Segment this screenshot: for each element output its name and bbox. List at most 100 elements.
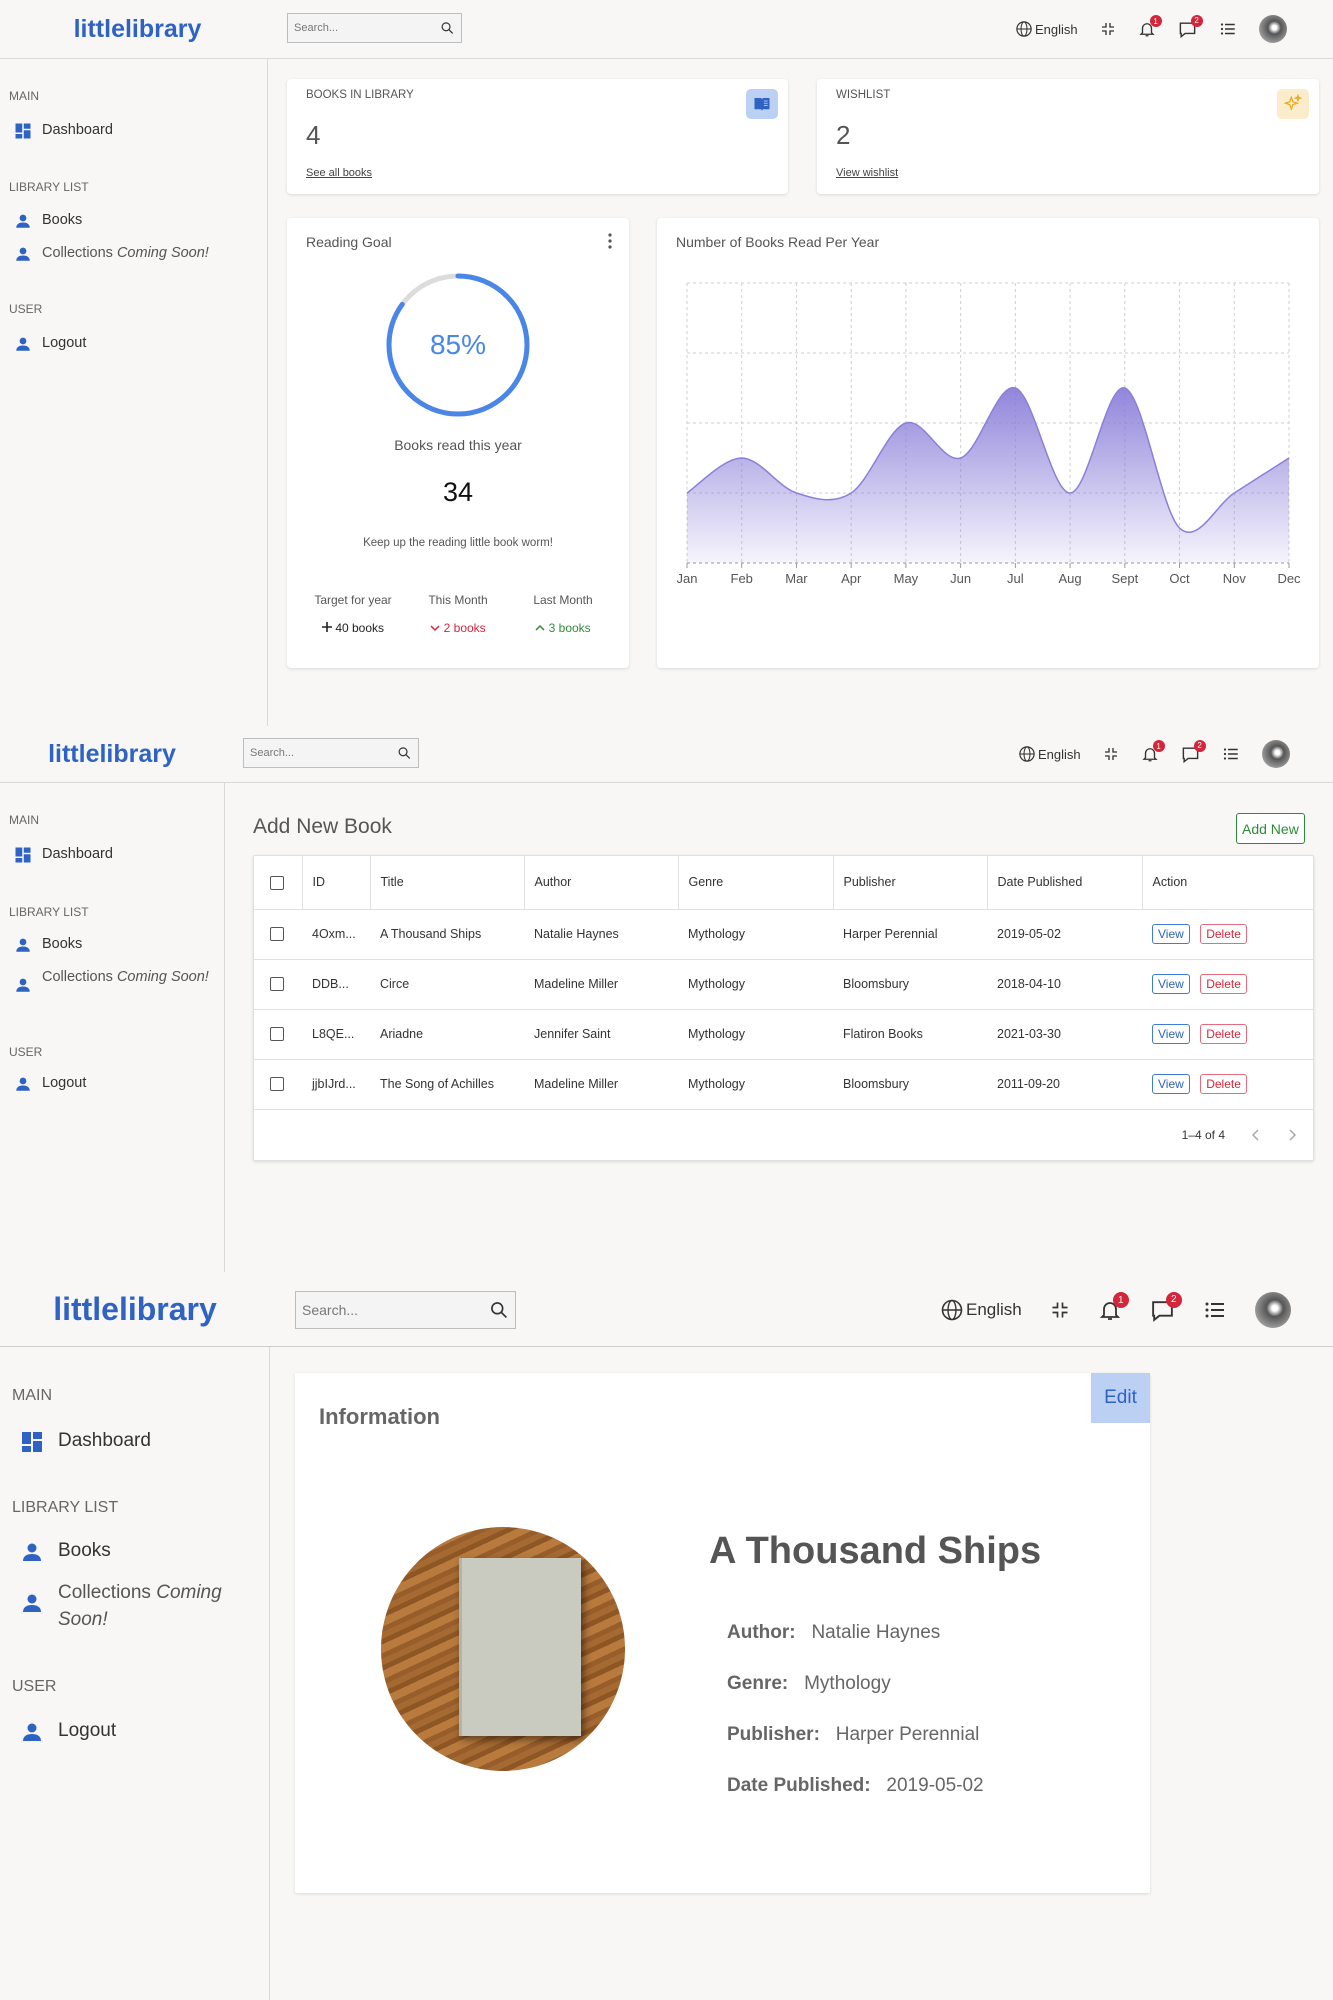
plus-icon — [321, 622, 332, 632]
messages-button[interactable]: 2 — [1150, 1291, 1182, 1323]
notifications-button[interactable]: 1 — [1098, 1292, 1129, 1322]
exit-fullscreen-button[interactable] — [1103, 746, 1119, 762]
row-checkbox[interactable] — [270, 1027, 284, 1042]
table-row[interactable]: 4Oxm... A Thousand Ships Natalie Haynes … — [254, 909, 1313, 959]
x-tick-label: Sept — [1111, 571, 1138, 586]
app-logo[interactable]: littlelibrary — [73, 14, 202, 43]
sidebar-item-collections[interactable]: Collections Coming Soon! — [14, 245, 209, 263]
chevron-left-icon[interactable] — [1251, 1129, 1261, 1141]
language-label: English — [1038, 746, 1081, 762]
sidebar-item-logout[interactable]: Logout — [14, 335, 86, 353]
coming-soon-label: Coming Soon! — [58, 1582, 222, 1630]
column-header-title[interactable]: Title — [369, 856, 524, 909]
column-header-id[interactable]: ID — [301, 856, 370, 909]
stat-label: Last Month — [533, 593, 593, 607]
column-header-genre[interactable]: Genre — [677, 856, 833, 909]
section-title: Information — [319, 1404, 440, 1429]
row-checkbox[interactable] — [270, 1077, 284, 1092]
delete-button[interactable]: Delete — [1200, 924, 1247, 944]
sidebar-item-dashboard[interactable]: Dashboard — [14, 846, 113, 864]
search-box — [295, 1291, 516, 1329]
more-vertical-icon[interactable] — [607, 232, 613, 250]
view-button[interactable]: View — [1152, 1074, 1190, 1094]
cell-title: A Thousand Ships — [380, 927, 482, 941]
field-value: 2019-05-02 — [886, 1775, 984, 1796]
language-selector[interactable]: English — [940, 1298, 1022, 1322]
notifications-button[interactable]: 1 — [1141, 740, 1165, 763]
column-header-date-published[interactable]: Date Published — [986, 856, 1142, 909]
menu-list-button[interactable] — [1222, 745, 1240, 763]
column-header-publisher[interactable]: Publisher — [832, 856, 987, 909]
message-badge: 2 — [1190, 14, 1203, 27]
sidebar-item-dashboard[interactable]: Dashboard — [14, 122, 113, 140]
user-avatar[interactable] — [1261, 740, 1290, 768]
exit-fullscreen-button[interactable] — [1050, 1300, 1070, 1320]
cell-actions: View Delete — [1142, 1009, 1313, 1059]
app-logo[interactable]: littlelibrary — [48, 739, 176, 768]
search-input[interactable] — [294, 22, 441, 34]
language-selector[interactable]: English — [1015, 20, 1078, 38]
x-tick-label: Mar — [785, 571, 808, 586]
bell-icon — [1139, 23, 1155, 37]
chart-title: Number of Books Read Per Year — [676, 234, 880, 250]
chevron-up-icon — [535, 624, 545, 631]
column-header-author[interactable]: Author — [523, 856, 678, 909]
view-button[interactable]: View — [1152, 974, 1190, 994]
sidebar-item-logout[interactable]: Logout — [20, 1720, 116, 1744]
user-avatar[interactable] — [1254, 1292, 1291, 1328]
sidebar-item-books[interactable]: Books — [14, 936, 82, 954]
cell-id: DDB... — [312, 977, 349, 991]
search-input[interactable] — [250, 747, 398, 759]
exit-fullscreen-button[interactable] — [1100, 21, 1116, 37]
chevron-right-icon[interactable] — [1287, 1129, 1297, 1141]
search-icon[interactable] — [440, 20, 455, 36]
delete-button[interactable]: Delete — [1200, 974, 1247, 994]
x-tick-label: Jul — [1007, 571, 1024, 586]
sidebar-item-books[interactable]: Books — [20, 1540, 111, 1564]
view-button[interactable]: View — [1152, 924, 1190, 944]
reading-goal-title: Reading Goal — [306, 234, 392, 250]
view-wishlist-link[interactable]: View wishlist — [836, 167, 899, 179]
cell-author: Natalie Haynes — [534, 927, 619, 941]
sidebar-item-collections[interactable]: Collections Coming Soon! — [14, 967, 214, 994]
notifications-button[interactable]: 1 — [1138, 15, 1162, 38]
sidebar-item-collections[interactable]: Collections Coming Soon! — [20, 1579, 260, 1633]
view-button[interactable]: View — [1152, 1024, 1190, 1044]
row-checkbox[interactable] — [270, 977, 284, 992]
app-logo[interactable]: littlelibrary — [53, 1290, 217, 1327]
delete-button[interactable]: Delete — [1200, 1074, 1247, 1094]
delete-button[interactable]: Delete — [1200, 1024, 1247, 1044]
reading-goal-caption: Books read this year — [394, 437, 522, 453]
search-input[interactable] — [302, 1302, 490, 1318]
sidebar-item-dashboard[interactable]: Dashboard — [20, 1430, 151, 1454]
select-all-checkbox[interactable] — [270, 875, 284, 890]
table-row[interactable]: jjbIJrd... The Song of Achilles Madeline… — [254, 1059, 1313, 1109]
sidebar-item-books[interactable]: Books — [14, 212, 82, 230]
message-badge: 2 — [1193, 739, 1206, 752]
messages-button[interactable]: 2 — [1178, 14, 1203, 39]
search-icon[interactable] — [489, 1299, 509, 1321]
sidebar-item-logout[interactable]: Logout — [14, 1075, 86, 1093]
table-row[interactable]: DDB... Circe Madeline Miller Mythology B… — [254, 959, 1313, 1009]
language-selector[interactable]: English — [1018, 745, 1081, 763]
messages-button[interactable]: 2 — [1181, 739, 1206, 764]
add-new-button[interactable]: Add New — [1236, 813, 1305, 844]
person-icon — [16, 214, 30, 228]
search-icon[interactable] — [397, 745, 412, 761]
sidebar-section-main: MAIN — [9, 813, 39, 827]
stat-value: 3 books — [513, 621, 613, 635]
books-in-library-card: BOOKS IN LIBRARY 4 See all books — [287, 79, 788, 194]
table-row[interactable]: L8QE... Ariadne Jennifer Saint Mythology… — [254, 1009, 1313, 1059]
x-tick-label: Jan — [677, 571, 698, 586]
see-all-books-link[interactable]: See all books — [306, 167, 373, 179]
user-avatar[interactable] — [1258, 15, 1287, 43]
globe-icon — [941, 1299, 963, 1321]
menu-list-button[interactable] — [1203, 1298, 1227, 1322]
row-checkbox[interactable] — [270, 927, 284, 942]
cell-author: Madeline Miller — [534, 977, 619, 991]
book-cover-image — [381, 1527, 625, 1771]
notification-badge: 1 — [1152, 740, 1165, 752]
cell-date-published: 2021-03-30 — [997, 1027, 1061, 1041]
edit-button[interactable]: Edit — [1091, 1373, 1150, 1423]
menu-list-button[interactable] — [1219, 20, 1237, 38]
